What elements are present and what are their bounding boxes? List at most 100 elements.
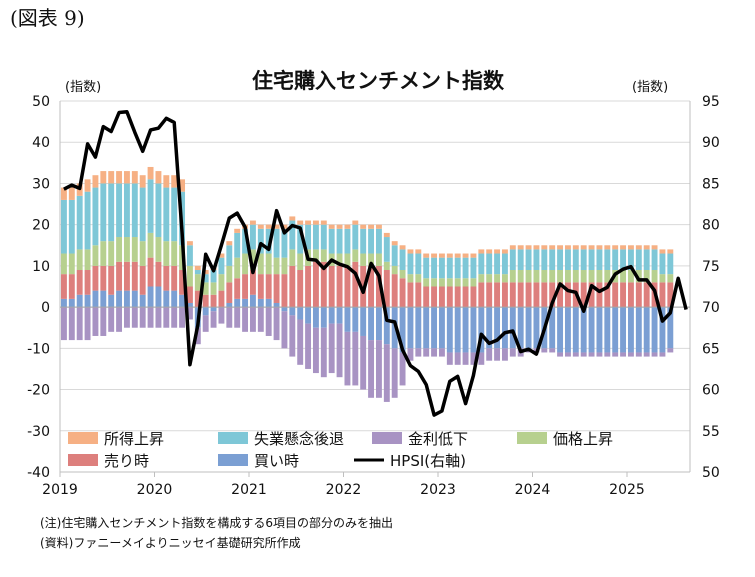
- bar-buy: [344, 307, 351, 332]
- bar-job: [336, 228, 343, 254]
- bar-buy: [620, 307, 627, 353]
- bar-income: [84, 179, 91, 192]
- bar-buy: [643, 307, 650, 353]
- bar-rate: [368, 340, 375, 398]
- bar-sell: [226, 282, 233, 303]
- bar-price: [76, 249, 83, 271]
- x-tick-label: 2023: [420, 482, 456, 498]
- bar-income: [627, 245, 634, 250]
- bar-job: [116, 183, 123, 238]
- bar-income: [171, 175, 178, 188]
- bar-job: [659, 253, 666, 275]
- bar-rate: [312, 327, 319, 374]
- bar-income: [186, 241, 193, 246]
- bar-price: [557, 270, 564, 283]
- bar-sell: [533, 282, 540, 308]
- bar-income: [407, 249, 414, 254]
- bar-income: [92, 175, 99, 188]
- bar-rate: [336, 323, 343, 378]
- bar-rate: [431, 348, 438, 357]
- bar-price: [604, 270, 611, 283]
- bar-job: [297, 224, 304, 254]
- bar-job: [620, 249, 627, 271]
- bar-sell: [249, 270, 256, 295]
- bar-price: [383, 261, 390, 271]
- bar-job: [454, 257, 461, 279]
- bar-buy: [234, 298, 241, 308]
- bar-income: [533, 245, 540, 250]
- bar-buy: [651, 307, 658, 353]
- bar-price: [186, 265, 193, 287]
- bar-job: [312, 224, 319, 250]
- bar-buy: [431, 307, 438, 349]
- legend-swatch-job: [218, 432, 248, 444]
- bar-income: [541, 245, 548, 250]
- bar-rate: [123, 307, 130, 328]
- bar-sell: [588, 282, 595, 308]
- bar-sell: [155, 261, 162, 287]
- x-tick-label: 2025: [609, 482, 645, 498]
- bar-price: [249, 249, 256, 271]
- bar-job: [108, 183, 115, 242]
- bar-price: [218, 274, 225, 291]
- bar-buy: [596, 307, 603, 353]
- bar-price: [163, 241, 170, 266]
- bar-rate: [375, 340, 382, 398]
- bar-rate: [391, 348, 398, 398]
- bar-sell: [265, 274, 272, 299]
- bar-income: [202, 270, 209, 275]
- y-tick-label: 10: [32, 259, 50, 275]
- x-tick-label: 2022: [326, 482, 362, 498]
- bar-income: [273, 224, 280, 229]
- bar-income: [588, 245, 595, 250]
- bar-sell: [509, 282, 516, 308]
- bar-sell: [620, 282, 627, 308]
- bar-rate: [643, 352, 650, 357]
- bar-job: [423, 257, 430, 279]
- bar-rate: [297, 319, 304, 365]
- bar-sell: [501, 282, 508, 308]
- bar-income: [320, 220, 327, 225]
- bar-job: [415, 253, 422, 275]
- bar-sell: [478, 282, 485, 308]
- bar-job: [194, 270, 201, 275]
- bar-income: [564, 245, 571, 250]
- bar-buy: [76, 294, 83, 308]
- bar-job: [131, 183, 138, 238]
- bar-buy: [407, 307, 414, 349]
- bar-income: [423, 253, 430, 258]
- bar-income: [572, 245, 579, 250]
- bar-sell: [344, 265, 351, 308]
- bar-rate: [171, 307, 178, 328]
- bar-sell: [163, 265, 170, 291]
- bar-income: [643, 245, 650, 250]
- bar-sell: [273, 274, 280, 303]
- bar-job: [588, 249, 595, 271]
- bar-income: [486, 249, 493, 254]
- bar-income: [651, 245, 658, 250]
- bar-price: [108, 241, 115, 266]
- bar-price: [123, 237, 130, 262]
- bar-job: [368, 228, 375, 254]
- bar-income: [667, 249, 674, 254]
- bar-sell: [68, 274, 75, 299]
- bar-rate: [194, 327, 201, 345]
- bar-income: [123, 171, 130, 184]
- bar-job: [470, 257, 477, 279]
- bar-price: [462, 278, 469, 287]
- bar-income: [494, 249, 501, 254]
- bar-sell: [108, 265, 115, 295]
- bar-sell: [210, 294, 217, 308]
- bar-income: [265, 224, 272, 229]
- bar-rate: [635, 352, 642, 357]
- bar-job: [289, 220, 296, 250]
- legend-label-job: 失業懸念後退: [254, 430, 344, 448]
- y-tick-label: -40: [27, 465, 50, 481]
- bar-sell: [438, 286, 445, 308]
- bar-job: [572, 249, 579, 271]
- bar-rate: [234, 307, 241, 328]
- bar-income: [612, 245, 619, 250]
- legend-label-price: 価格上昇: [553, 430, 613, 448]
- bar-sell: [415, 282, 422, 308]
- bar-sell: [557, 282, 564, 308]
